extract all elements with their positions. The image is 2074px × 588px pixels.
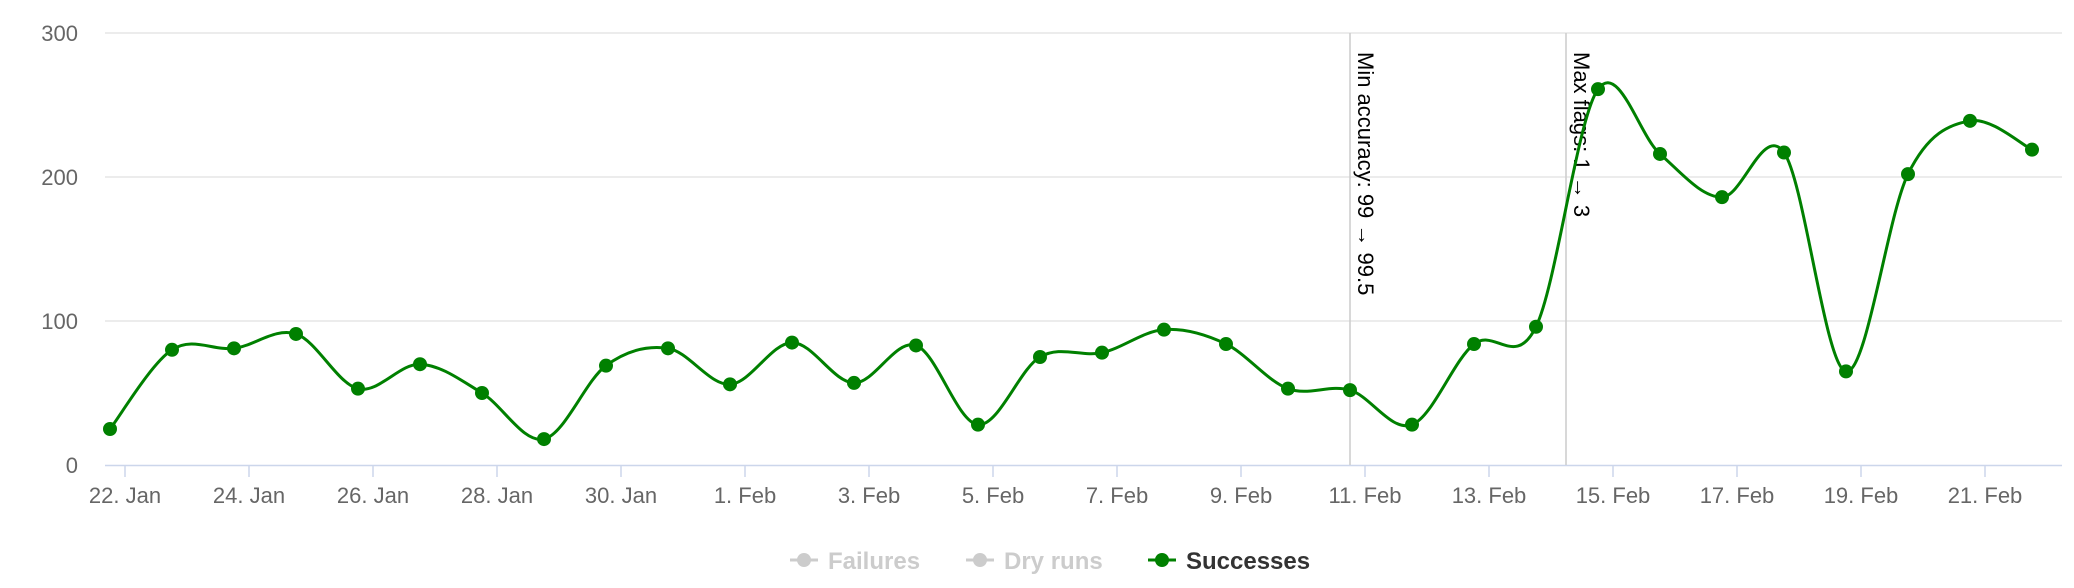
- successes-data-point: [1591, 82, 1605, 97]
- legend-item-successes[interactable]: Successes: [1148, 548, 1310, 575]
- series-layer: [103, 81, 2039, 447]
- successes-data-point: [413, 357, 427, 372]
- legend-label: Successes: [1186, 548, 1310, 575]
- successes-data-point: [537, 432, 551, 447]
- successes-data-point: [599, 358, 613, 373]
- successes-data-point: [661, 341, 675, 356]
- successes-data-point: [165, 342, 179, 357]
- successes-data-point: [2025, 142, 2039, 157]
- x-tick-label: 17. Feb: [1700, 483, 1775, 508]
- successes-data-point: [1777, 145, 1791, 160]
- legend-item-failures[interactable]: Failures: [790, 548, 920, 575]
- successes-data-point: [723, 377, 737, 392]
- successes-data-point: [1343, 383, 1357, 398]
- y-tick-label: 0: [66, 453, 78, 478]
- successes-data-point: [103, 422, 117, 436]
- successes-data-point: [1095, 345, 1109, 360]
- successes-data-point: [1281, 381, 1295, 396]
- successes-data-point: [1963, 113, 1977, 128]
- x-tick-label: 26. Jan: [337, 483, 409, 508]
- x-tick-label: 19. Feb: [1824, 483, 1899, 508]
- x-tick-label: 30. Jan: [585, 483, 657, 508]
- x-tick-label: 5. Feb: [962, 483, 1024, 508]
- legend-marker-icon: [1155, 553, 1169, 567]
- successes-data-point: [1653, 146, 1667, 161]
- x-tick-label: 28. Jan: [461, 483, 533, 508]
- legend-marker-icon: [797, 553, 811, 567]
- legend-label: Failures: [828, 548, 920, 575]
- x-tick-label: 11. Feb: [1329, 483, 1402, 508]
- x-tick-label: 24. Jan: [213, 483, 285, 508]
- y-tick-label: 100: [41, 309, 78, 334]
- y-tick-label: 200: [41, 165, 78, 190]
- x-tick-label: 22. Jan: [89, 483, 161, 508]
- successes-data-point: [351, 381, 365, 396]
- successes-data-point: [1157, 322, 1171, 337]
- plot-line-label: Min accuracy: 99 → 99.5: [1353, 52, 1378, 295]
- successes-data-point: [847, 375, 861, 390]
- successes-data-point: [475, 386, 489, 400]
- axis-layer: 0 100 200 300 22. Jan 24. Jan 26. Jan 28. Jan 30…: [41, 21, 2062, 508]
- x-tick-label: 7. Feb: [1086, 483, 1148, 508]
- grid-layer: [105, 32, 2062, 322]
- successes-data-point: [909, 338, 923, 353]
- successes-data-point: [1715, 190, 1729, 205]
- successes-data-point: [1219, 337, 1233, 352]
- successes-data-point: [971, 417, 985, 432]
- y-tick-label: 300: [41, 21, 78, 46]
- successes-data-point: [785, 335, 799, 350]
- successes-data-point: [1405, 417, 1419, 432]
- legend-item-dry-runs[interactable]: Dry runs: [966, 548, 1103, 575]
- successes-data-point: [289, 326, 303, 341]
- successes-data-point: [1467, 337, 1481, 352]
- legend-label: Dry runs: [1004, 548, 1103, 575]
- x-tick-label: 1. Feb: [714, 483, 776, 508]
- x-tick-label: 13. Feb: [1452, 483, 1527, 508]
- successes-series-line: [108, 81, 2033, 441]
- successes-data-point: [1529, 319, 1543, 334]
- legend-marker-icon: [973, 553, 987, 567]
- x-tick-label: 3. Feb: [838, 483, 900, 508]
- x-tick-label: 21. Feb: [1948, 483, 2023, 508]
- successes-data-point: [1839, 364, 1853, 379]
- legend-layer[interactable]: Failures Dry runs Successes: [790, 548, 1310, 575]
- successes-data-point: [1033, 350, 1047, 364]
- successes-data-point: [227, 341, 241, 356]
- successes-data-point: [1901, 167, 1915, 182]
- x-tick-label: 9. Feb: [1210, 483, 1272, 508]
- x-tick-label: 15. Feb: [1576, 483, 1651, 508]
